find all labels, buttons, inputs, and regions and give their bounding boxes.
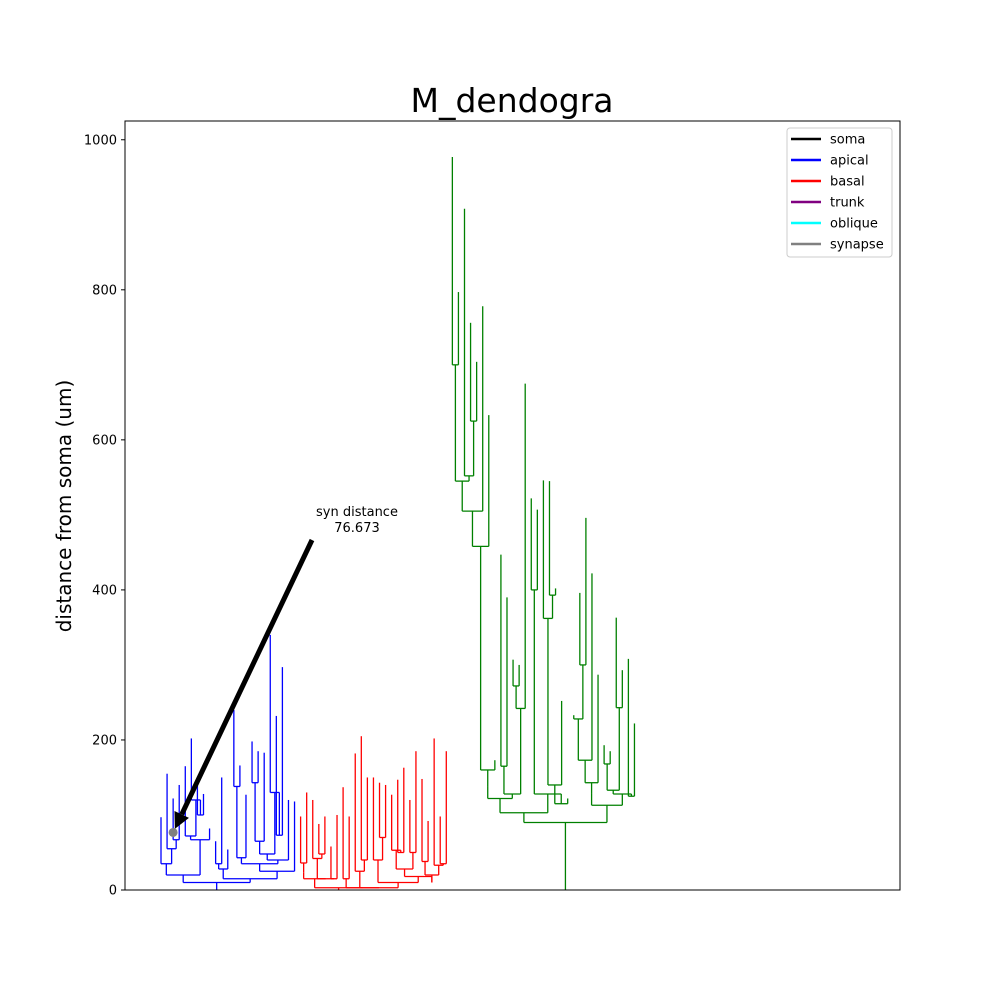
dendrite-tree-blue (160, 634, 296, 890)
synapse-marker (168, 827, 178, 837)
y-tick-label: 800 (92, 283, 117, 298)
y-tick-label: 0 (109, 884, 117, 899)
axes-frame (124, 120, 901, 891)
annotation-arrow-head (174, 810, 189, 829)
synapse-annotation: syn distance 76.673 (174, 505, 398, 829)
legend: soma apical basal trunk oblique synapse (786, 127, 893, 258)
annotation-value: 76.673 (334, 521, 380, 536)
legend-label-synapse: synapse (830, 238, 884, 253)
y-tick-label: 1000 (84, 133, 117, 148)
plot-area (160, 157, 636, 890)
chart-title: M_dendogra (410, 81, 613, 120)
y-tick-label: 400 (92, 583, 117, 598)
legend-label-apical: apical (830, 154, 869, 169)
y-tick-label: 600 (92, 433, 117, 448)
y-tick-label: 200 (92, 733, 117, 748)
dendrite-tree-green (451, 157, 636, 890)
legend-label-trunk: trunk (830, 196, 865, 211)
dendrite-tree-red (299, 736, 447, 890)
axes: 0 200 400 600 800 1000 (84, 120, 901, 899)
y-axis-label: distance from soma (um) (52, 380, 76, 633)
annotation-arrow-shaft (179, 538, 315, 816)
annotation-label: syn distance (316, 505, 398, 520)
legend-label-basal: basal (830, 175, 865, 190)
legend-label-soma: soma (830, 133, 865, 148)
legend-label-oblique: oblique (830, 217, 878, 232)
